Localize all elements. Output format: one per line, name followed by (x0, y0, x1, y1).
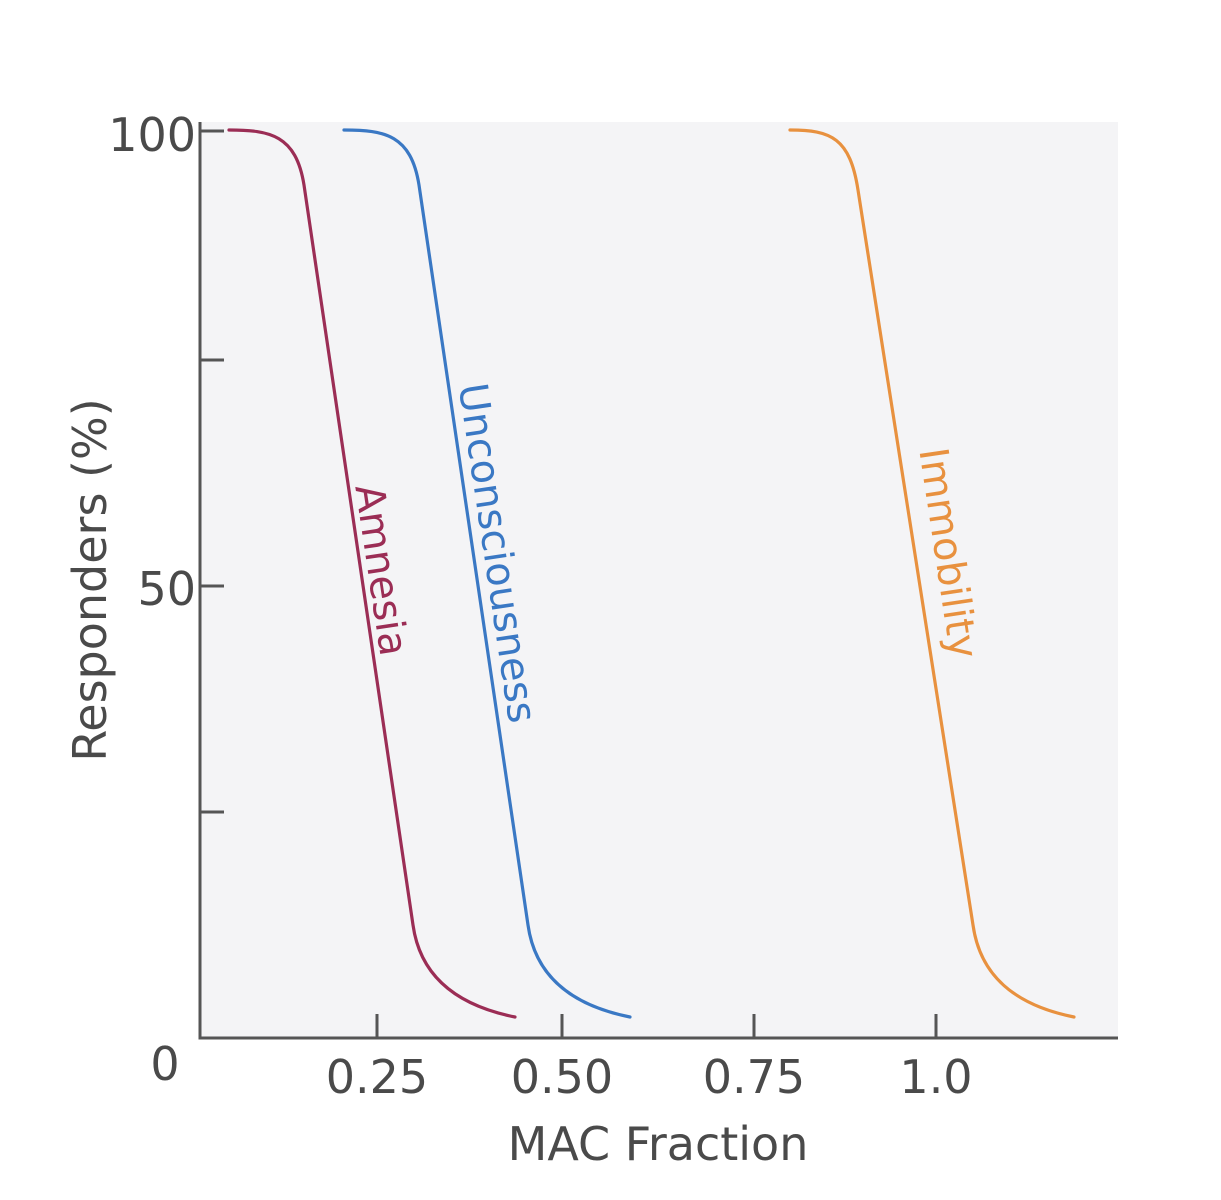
x-axis-title: MAC Fraction (508, 1117, 809, 1171)
amnesia-curve (227, 128, 517, 1019)
y-tick-label-100: 100 (108, 108, 196, 162)
unconsciousness-curve (342, 128, 632, 1019)
x-tick-label-075: 0.75 (703, 1050, 805, 1104)
x-tick-label-100: 1.0 (899, 1050, 972, 1104)
y-tick-label-0: 0 (150, 1037, 179, 1091)
immobility-curve (788, 128, 1076, 1019)
x-tick-label-050: 0.50 (511, 1050, 613, 1104)
plot-area (200, 122, 1118, 1038)
x-tick-label-025: 0.25 (326, 1050, 428, 1104)
y-axis-title: Responders (%) (63, 398, 117, 761)
y-tick-label-50: 50 (137, 562, 196, 616)
